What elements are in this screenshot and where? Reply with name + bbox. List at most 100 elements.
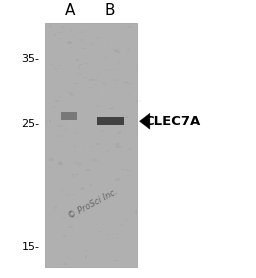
Bar — [65, 122, 66, 124]
Bar — [57, 31, 61, 33]
Bar — [77, 260, 78, 262]
Bar — [47, 31, 49, 33]
Bar — [114, 153, 116, 154]
Bar — [93, 79, 97, 81]
Bar — [68, 226, 72, 228]
Bar — [102, 224, 104, 225]
Bar — [67, 186, 68, 188]
Bar — [52, 106, 57, 108]
Bar — [71, 29, 72, 32]
Bar — [116, 146, 122, 148]
Bar — [128, 26, 132, 28]
Bar — [131, 206, 132, 208]
Bar — [72, 174, 74, 177]
Bar — [67, 42, 72, 44]
Bar — [83, 254, 85, 255]
Bar — [60, 197, 61, 198]
Bar — [89, 79, 93, 81]
Bar — [116, 158, 121, 160]
Bar — [97, 131, 101, 133]
Bar — [121, 47, 122, 48]
Bar — [81, 187, 84, 190]
Bar — [116, 143, 119, 146]
Bar — [110, 148, 112, 149]
Bar — [123, 82, 127, 83]
Bar — [75, 217, 79, 219]
Bar — [133, 116, 134, 118]
Bar — [127, 51, 130, 52]
Bar — [55, 100, 59, 102]
Bar — [54, 216, 56, 217]
Bar — [68, 41, 71, 43]
Bar — [116, 233, 119, 234]
Bar — [51, 61, 52, 62]
Bar — [105, 69, 108, 71]
Bar — [117, 54, 118, 56]
Bar — [61, 112, 77, 120]
Bar — [113, 215, 116, 218]
Bar — [98, 231, 102, 232]
Bar — [60, 40, 63, 41]
Bar — [86, 251, 91, 252]
Bar — [106, 239, 110, 240]
Bar — [116, 134, 117, 135]
Bar — [135, 211, 137, 214]
Bar — [58, 163, 63, 165]
Bar — [87, 105, 90, 106]
Bar — [81, 40, 83, 42]
Bar — [71, 194, 74, 195]
Bar — [82, 213, 86, 214]
Bar — [131, 220, 132, 221]
Bar — [136, 100, 141, 103]
Bar — [96, 143, 99, 145]
Text: 35-: 35- — [22, 54, 40, 64]
Bar — [72, 139, 73, 142]
Bar — [86, 168, 91, 171]
Bar — [52, 206, 57, 208]
Bar — [106, 167, 110, 168]
Bar — [79, 39, 82, 41]
Bar — [115, 51, 120, 53]
Bar — [90, 184, 92, 186]
Bar — [131, 170, 132, 172]
Bar — [77, 73, 82, 75]
Bar — [82, 119, 87, 120]
Bar — [125, 116, 128, 118]
Bar — [58, 52, 59, 53]
Bar — [115, 200, 117, 201]
Bar — [123, 114, 124, 116]
Bar — [118, 131, 121, 134]
Bar — [83, 150, 84, 152]
Bar — [54, 34, 56, 36]
Bar — [78, 166, 80, 167]
Bar — [130, 76, 134, 79]
Bar — [119, 171, 120, 173]
Bar — [49, 158, 54, 161]
Bar — [84, 256, 87, 258]
Bar — [63, 235, 66, 237]
Bar — [113, 79, 117, 81]
Bar — [127, 76, 129, 77]
Bar — [97, 81, 102, 82]
Bar — [74, 133, 77, 134]
Bar — [89, 33, 90, 34]
Text: A: A — [65, 3, 75, 18]
Bar — [84, 250, 87, 251]
Bar — [86, 169, 87, 171]
Bar — [80, 242, 81, 244]
Bar — [62, 26, 64, 28]
Bar — [118, 62, 120, 63]
Bar — [124, 264, 126, 266]
Bar — [109, 108, 114, 109]
Bar — [53, 209, 55, 212]
Bar — [78, 31, 83, 33]
Bar — [64, 35, 65, 37]
Bar — [113, 233, 114, 235]
Bar — [82, 151, 83, 152]
Bar — [47, 119, 48, 122]
Bar — [97, 73, 101, 74]
Text: B: B — [105, 3, 115, 18]
Bar — [50, 64, 54, 66]
Bar — [124, 81, 127, 82]
Bar — [108, 93, 110, 95]
